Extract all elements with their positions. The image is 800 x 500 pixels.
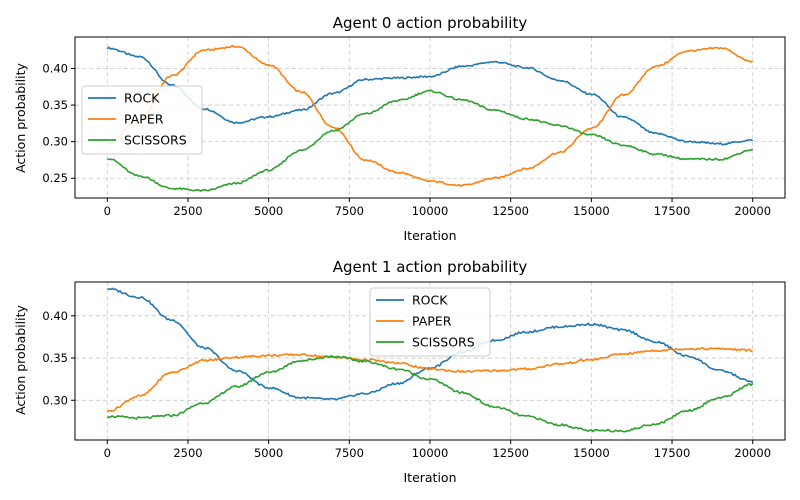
y-tick-label: 0.40 [42, 309, 68, 323]
chart-title: Agent 1 action probability [333, 258, 528, 276]
y-tick-label: 0.25 [42, 171, 68, 185]
chart-agent-0: Agent 0 action probability Iteration Act… [13, 14, 786, 243]
x-tick-label: 10000 [412, 204, 449, 218]
series-line-scissors [107, 89, 754, 192]
x-tick-label: 0 [104, 204, 111, 218]
legend-label-paper: PAPER [124, 112, 164, 127]
legend-label-paper: PAPER [412, 314, 452, 329]
legend-label-rock: ROCK [124, 91, 160, 106]
chart-agent-1: Agent 1 action probability Iteration Act… [13, 258, 786, 485]
x-tick-label: 15000 [573, 204, 610, 218]
x-tick-label: 17500 [654, 446, 691, 460]
y-tick-label: 0.35 [42, 98, 68, 112]
legend-box [369, 287, 491, 357]
y-tick-label: 0.35 [42, 351, 68, 365]
series-line-rock [106, 46, 754, 146]
x-tick-label: 2500 [173, 204, 202, 218]
x-axis-label: Iteration [403, 228, 456, 243]
x-tick-label: 5000 [254, 204, 283, 218]
legend: ROCK PAPER SCISSORS [81, 85, 203, 155]
x-tick-label: 7500 [335, 446, 364, 460]
x-axis-label: Iteration [403, 470, 456, 485]
x-tick-label: 12500 [492, 204, 529, 218]
x-tick-label: 7500 [335, 204, 364, 218]
series-line-paper [106, 346, 754, 413]
x-tick-label: 17500 [654, 204, 691, 218]
x-tick-label: 5000 [254, 446, 283, 460]
legend: ROCK PAPER SCISSORS [369, 287, 491, 357]
chart-title: Agent 0 action probability [333, 14, 528, 32]
x-tick-label: 20000 [734, 204, 771, 218]
x-tick-label: 10000 [412, 446, 449, 460]
legend-label-rock: ROCK [412, 293, 448, 308]
legend-label-scissors: SCISSORS [124, 133, 187, 148]
legend-label-scissors: SCISSORS [412, 335, 475, 350]
series-line-scissors [107, 355, 754, 433]
y-axis-label: Action probability [13, 62, 28, 172]
x-tick-label: 2500 [173, 446, 202, 460]
x-tick-label: 0 [104, 446, 111, 460]
series-line-paper [106, 44, 753, 188]
x-tick-label: 12500 [492, 446, 529, 460]
x-tick-label: 15000 [573, 446, 610, 460]
y-tick-label: 0.30 [42, 393, 68, 407]
x-tick-label: 20000 [734, 446, 771, 460]
y-tick-label: 0.30 [42, 135, 68, 149]
y-axis-label: Action probability [13, 304, 28, 414]
y-tick-label: 0.40 [42, 61, 68, 75]
legend-box [81, 85, 203, 155]
